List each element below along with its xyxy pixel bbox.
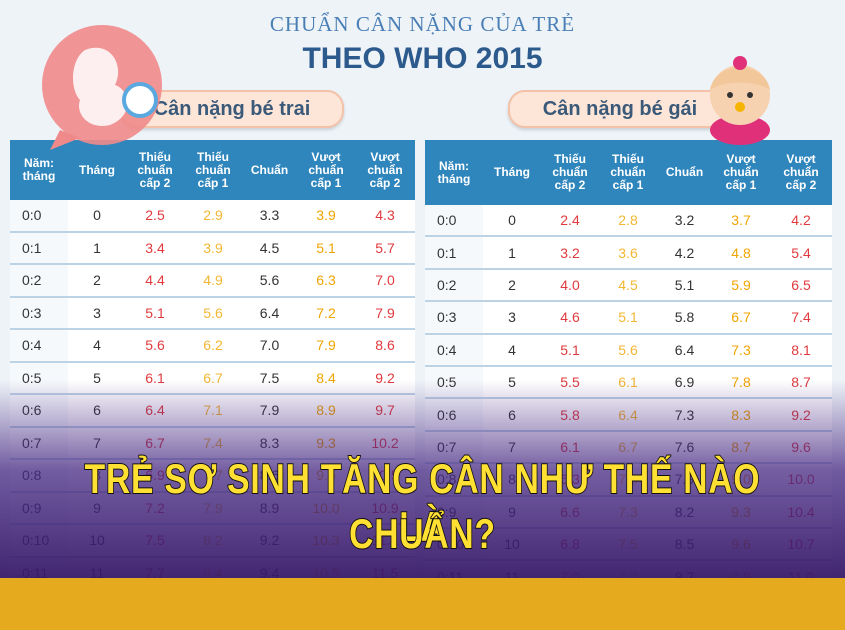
table-cell: 5.1 (541, 334, 599, 367)
table-cell: 6.4 (657, 334, 712, 367)
table-cell: 7.0 (355, 265, 415, 298)
table-cell: 4 (68, 330, 126, 363)
column-header: Tháng (68, 140, 126, 200)
table-cell: 1 (68, 232, 126, 265)
column-header: Thiếu chuẩn cấp 2 (541, 140, 599, 205)
baby-icon (710, 56, 770, 145)
table-cell: 3 (483, 302, 541, 335)
table-cell: 4.5 (242, 232, 297, 265)
table-cell: 0:0 (10, 200, 68, 233)
table-cell: 0:3 (425, 302, 483, 335)
column-header: Thiếu chuẩn cấp 2 (126, 140, 184, 200)
table-cell: 5.6 (242, 265, 297, 298)
table-cell: 0 (483, 205, 541, 238)
table-cell: 2.9 (184, 200, 242, 233)
table-cell: 5.1 (599, 302, 657, 335)
column-header: Tháng (483, 140, 541, 205)
table-cell: 8.1 (770, 334, 832, 367)
table-cell: 1 (483, 237, 541, 270)
headline: TRẺ SƠ SINH TĂNG CÂN NHƯ THẾ NÀO LÀ (84, 454, 761, 551)
bottom-bar (0, 578, 845, 630)
table-cell: 3.3 (242, 200, 297, 233)
table-cell: 0 (68, 200, 126, 233)
table-cell: 3.2 (657, 205, 712, 238)
table-label: Cân nặng bé gái (508, 90, 732, 128)
table-cell: 5.4 (770, 237, 832, 270)
table-cell: 7.3 (712, 334, 770, 367)
table-cell: 7.4 (770, 302, 832, 335)
table-cell: 6.3 (297, 265, 355, 298)
table-cell: 4.3 (355, 200, 415, 233)
table-cell: 5.1 (126, 297, 184, 330)
column-header: Vượt chuẩn cấp 1 (712, 140, 770, 205)
column-header: Vượt chuẩn cấp 1 (297, 140, 355, 200)
headline: CHUẨN? (348, 509, 496, 558)
table-cell: 4.8 (712, 237, 770, 270)
table-cell: 4.2 (657, 237, 712, 270)
table-cell: 3.4 (126, 232, 184, 265)
table-cell: 2.4 (541, 205, 599, 238)
table-cell: 5.7 (355, 232, 415, 265)
table-cell: 7.0 (242, 330, 297, 363)
logo (42, 25, 162, 150)
column-header: Thiếu chuẩn cấp 1 (599, 140, 657, 205)
table-cell: 5.1 (657, 269, 712, 303)
table-cell: 6.4 (242, 297, 297, 330)
table-cell: 0:3 (10, 297, 68, 330)
overlay (0, 380, 845, 580)
table-cell: 4.4 (126, 265, 184, 298)
table-cell: 0:0 (425, 205, 483, 238)
table-cell: 4 (483, 334, 541, 367)
table-cell: 7.2 (297, 297, 355, 330)
table-cell: 8.6 (355, 330, 415, 363)
column-header: Thiếu chuẩn cấp 1 (184, 140, 242, 200)
column-header: Vượt chuẩn cấp 2 (770, 140, 832, 205)
table-cell: 5.9 (712, 269, 770, 303)
table-cell: 0:2 (10, 265, 68, 298)
table-cell: 5.8 (657, 302, 712, 335)
table-cell: 5.6 (126, 330, 184, 363)
table-cell: 5.6 (184, 297, 242, 330)
table-cell: 3.6 (599, 237, 657, 270)
table-cell: 4.6 (541, 302, 599, 335)
table-cell: 0:4 (10, 330, 68, 363)
table-cell: 6.5 (770, 269, 832, 303)
table-cell: 0:4 (425, 334, 483, 367)
table-cell: 4.9 (184, 265, 242, 298)
title: CHUẨN CÂN NẶNG CỦA TRẺ (269, 12, 576, 36)
table-cell: 7.9 (297, 330, 355, 363)
column-header: Chuẩn (242, 140, 297, 200)
column-header: Năm: tháng (425, 140, 483, 205)
table-cell: 6.2 (184, 330, 242, 363)
table-cell: 0:1 (10, 232, 68, 265)
table-cell: 3.7 (712, 205, 770, 238)
table-cell: 3 (68, 297, 126, 330)
table-cell: 6.7 (712, 302, 770, 335)
table-cell: 0:2 (425, 269, 483, 303)
column-header: Vượt chuẩn cấp 2 (355, 140, 415, 200)
table-cell: 3.9 (184, 232, 242, 265)
table-cell: 4.2 (770, 205, 832, 238)
table-cell: 5.6 (599, 334, 657, 367)
table-cell: 4.0 (541, 269, 599, 303)
table-cell: 2 (68, 265, 126, 298)
table-cell: 0:1 (425, 237, 483, 270)
table-cell: 2.5 (126, 200, 184, 233)
table-cell: 4.5 (599, 269, 657, 303)
table-cell: 5.1 (297, 232, 355, 265)
subtitle: THEO WHO 2015 (302, 42, 543, 75)
column-header: Chuẩn (657, 140, 712, 205)
table-cell: 2.8 (599, 205, 657, 238)
table-cell: 3.9 (297, 200, 355, 233)
table-cell: 2 (483, 269, 541, 303)
table-cell: 7.9 (355, 297, 415, 330)
table-cell: 3.2 (541, 237, 599, 270)
column-header: Năm: tháng (10, 140, 68, 200)
